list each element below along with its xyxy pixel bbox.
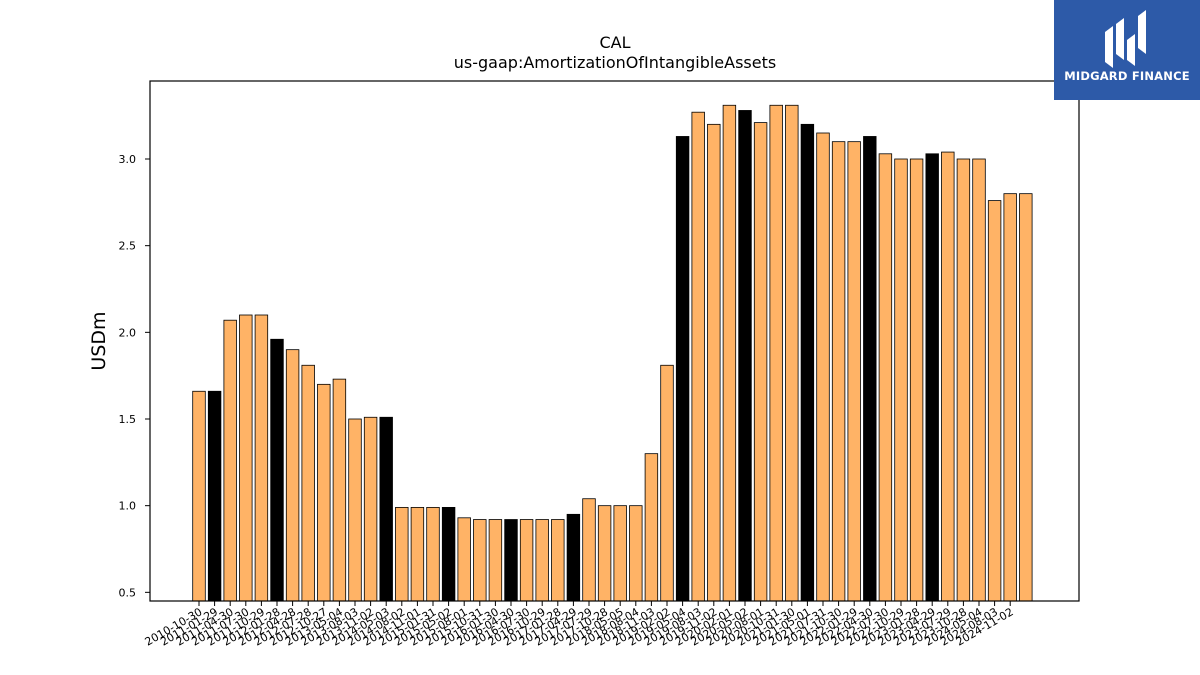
bar (270, 338, 284, 602)
bar (785, 104, 799, 602)
y-axis-label: USDm (88, 311, 110, 370)
bar (722, 104, 737, 602)
plot-frame (149, 80, 1080, 602)
y-tick-label: 2.5 (119, 240, 137, 253)
y-tick-label: 3.0 (119, 153, 137, 166)
bar (691, 111, 705, 602)
bar (863, 136, 877, 602)
bar (660, 364, 674, 602)
bars-group (192, 104, 1033, 602)
bar (831, 141, 846, 602)
bar (332, 378, 347, 602)
y-axis: 0.5 1.0 1.5 2.0 2.5 3.0 (119, 153, 150, 599)
bar (972, 158, 986, 602)
midgard-logo-icon (1105, 10, 1146, 68)
chart-title: CAL (599, 33, 630, 52)
bar (223, 319, 237, 602)
bar (504, 519, 518, 602)
bar (597, 505, 612, 602)
bar (582, 498, 596, 602)
bar (488, 519, 503, 602)
bar (551, 519, 565, 602)
bar (769, 104, 783, 602)
bar (410, 506, 425, 602)
bar (207, 390, 222, 602)
bar (629, 505, 643, 602)
logo-text: MIDGARD FINANCE (1064, 69, 1190, 83)
bar (956, 158, 971, 602)
bar (987, 200, 1002, 602)
bar (1003, 193, 1017, 602)
bar (395, 506, 409, 602)
bar (317, 383, 331, 602)
bar (753, 122, 768, 602)
x-axis: 2010-10-302011-01-292011-04-302011-07-30… (143, 601, 1016, 649)
y-tick-label: 1.0 (119, 500, 137, 513)
bar (301, 364, 315, 602)
bar (519, 519, 534, 602)
y-tick-label: 1.5 (119, 413, 137, 426)
bar (192, 390, 206, 602)
y-tick-label: 2.0 (119, 326, 137, 339)
bar (738, 110, 752, 602)
bar (535, 519, 549, 602)
bar (909, 158, 924, 602)
bar (363, 416, 378, 602)
bar (379, 416, 393, 602)
bar (613, 505, 627, 602)
bar (473, 519, 487, 602)
bar (254, 314, 269, 602)
bar (566, 513, 581, 602)
company-logo: MIDGARD FINANCE (1054, 0, 1200, 100)
bar (894, 158, 908, 602)
bar (441, 506, 456, 602)
y-tick-label: 0.5 (119, 586, 137, 599)
bar (707, 123, 721, 602)
bar (941, 151, 955, 602)
bar (800, 123, 815, 602)
bar (878, 153, 893, 602)
bar (847, 141, 861, 602)
bar (1019, 193, 1033, 602)
bar (925, 153, 939, 602)
bar (816, 132, 830, 602)
bar (426, 506, 440, 602)
bar (675, 136, 690, 602)
bar (644, 453, 659, 602)
bar (348, 418, 362, 602)
bar (239, 314, 253, 602)
chart-subtitle: us-gaap:AmortizationOfIntangibleAssets (454, 53, 776, 72)
bar (457, 517, 471, 602)
bar (285, 349, 300, 602)
